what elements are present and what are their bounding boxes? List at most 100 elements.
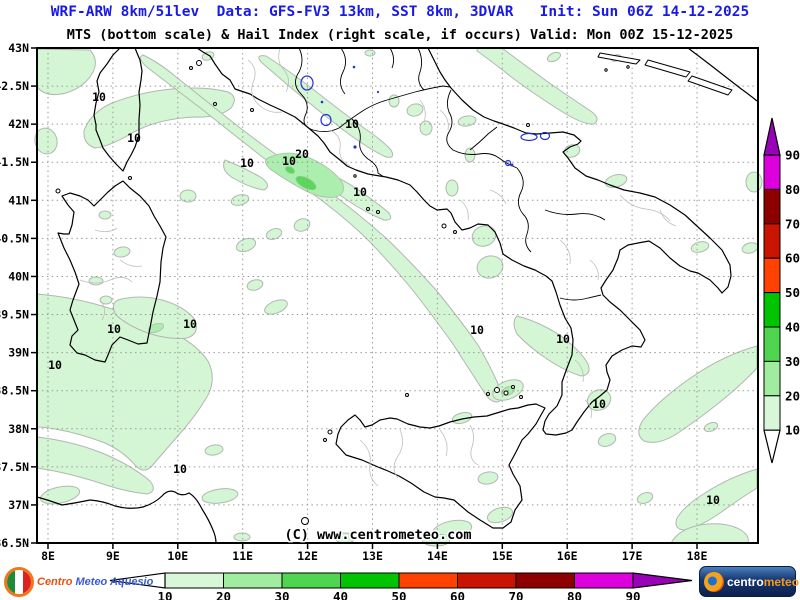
contour-label: 10 <box>706 493 720 507</box>
mts-scale-tick: 80 <box>567 589 582 600</box>
model-title: WRF-ARW 8km/51lev Data: GFS-FV3 13km, SS… <box>50 4 750 20</box>
lat-label: 37.5N <box>0 460 29 474</box>
small-islands <box>55 60 630 442</box>
shaded-areas-level3 <box>285 166 317 191</box>
coastlines <box>36 47 758 544</box>
hail-scale-segment <box>763 395 781 431</box>
province-borders <box>79 47 677 487</box>
mts-scale-tick: 20 <box>216 589 231 600</box>
contour-label: 10 <box>282 154 296 168</box>
lat-label: 36.5N <box>0 536 29 550</box>
balkan-coast <box>687 47 758 102</box>
hail-scale-segment <box>763 154 781 190</box>
contour-label: 10 <box>470 323 484 337</box>
logo-left-text: Centro Meteo Aquesio <box>37 576 154 588</box>
logo-right-text: centrometeo <box>727 574 800 589</box>
lon-label: 14E <box>427 549 448 563</box>
hail-scale-segment <box>763 292 781 328</box>
mts-scale-tick: 40 <box>333 589 348 600</box>
shaded-areas <box>34 47 763 547</box>
mts-scale-segment <box>515 572 575 589</box>
mts-scale-tick: 60 <box>450 589 465 600</box>
lon-label: 18E <box>687 549 708 563</box>
hail-scale-tick: 90 <box>785 148 800 163</box>
centrometeo-logo: centrometeo <box>699 566 800 597</box>
hail-scale-segment <box>763 326 781 362</box>
lat-label: 40N <box>8 269 29 283</box>
italian-flag-icon <box>4 567 34 597</box>
mts-scale-segment <box>457 572 517 589</box>
contour-label: 10 <box>345 117 359 131</box>
hail-specks <box>320 65 514 167</box>
mts-scale-tick: 90 <box>625 589 640 600</box>
dalmatian-islands <box>597 52 733 96</box>
centrometeo-swirl-icon <box>704 571 724 592</box>
mts-scale-segment <box>164 572 224 589</box>
lat-label: 39.5N <box>0 308 29 322</box>
generated-annotations: 43N 42.5N 42N 41.5N 41N 40.5N 40N 39.5N 39N 38.5N… <box>0 41 800 600</box>
mts-scale-segment <box>223 572 283 589</box>
mts-scale-segment <box>281 572 341 589</box>
africa-coast <box>36 490 217 544</box>
hail-scale-tick: 20 <box>785 388 800 403</box>
hail-scale-tick: 40 <box>785 320 800 335</box>
contour-label: 10 <box>183 317 197 331</box>
hail-scale-tick: 50 <box>785 285 800 300</box>
mts-scale-segment <box>398 572 458 589</box>
lat-label: 40.5N <box>0 231 29 245</box>
lat-label: 39N <box>8 346 29 360</box>
mts-scale-tick: 30 <box>274 589 289 600</box>
contour-label: 20 <box>295 147 309 161</box>
lon-label: 13E <box>362 549 383 563</box>
lat-label: 42N <box>8 117 29 131</box>
lon-label: 17E <box>622 549 643 563</box>
mts-scale-arrow-low <box>109 572 166 589</box>
region-borders <box>295 47 606 301</box>
mts-scale-tick: 10 <box>157 589 172 600</box>
corsica-coast <box>93 47 143 172</box>
mts-scale-tick: 50 <box>391 589 406 600</box>
lat-label: 42.5N <box>0 79 29 93</box>
lon-label: 16E <box>557 549 578 563</box>
hail-scale-tick: 70 <box>785 216 800 231</box>
lat-label: 41N <box>8 193 29 207</box>
hail-scale-arrow-low <box>763 429 781 464</box>
watermark: (C) www.centrometeo.com <box>285 527 472 543</box>
hail-scale-segment <box>763 257 781 294</box>
mts-scale-tick: 70 <box>508 589 523 600</box>
hail-scale-tick: 10 <box>785 423 800 438</box>
lon-label: 11E <box>232 549 253 563</box>
hail-scale-tick: 30 <box>785 354 800 369</box>
centro-meteo-aquesio-logo: Centro Meteo Aquesio <box>4 567 153 597</box>
contour-label: 10 <box>592 397 606 411</box>
lon-label: 8E <box>41 549 55 563</box>
hail-scale-segment <box>763 223 781 259</box>
lat-label: 43N <box>8 41 29 55</box>
contour-label: 10 <box>127 131 141 145</box>
graticule <box>37 48 758 543</box>
hail-contours <box>300 75 551 167</box>
hail-scale-segment <box>763 360 781 397</box>
hail-scale-segment <box>763 188 781 225</box>
contour-label: 10 <box>173 462 187 476</box>
lat-label: 38.5N <box>0 384 29 398</box>
lat-label: 37N <box>8 498 29 512</box>
lon-label: 10E <box>167 549 188 563</box>
lon-label: 15E <box>492 549 513 563</box>
valid-title: MTS (bottom scale) & Hail Index (right s… <box>66 27 734 43</box>
lat-label: 41.5N <box>0 155 29 169</box>
italy-coast <box>196 47 732 436</box>
sardinia-coast <box>57 180 167 363</box>
lon-label: 9E <box>106 549 120 563</box>
contour-label: 10 <box>353 185 367 199</box>
contour-label: 10 <box>48 358 62 372</box>
lat-label: 38N <box>8 422 29 436</box>
mts-scale-segment <box>340 572 400 589</box>
contour-label: 10 <box>92 90 106 104</box>
sicily-coast <box>335 403 546 529</box>
map-frame <box>36 47 759 544</box>
lon-label: 12E <box>297 549 318 563</box>
contour-label: 10 <box>107 322 121 336</box>
